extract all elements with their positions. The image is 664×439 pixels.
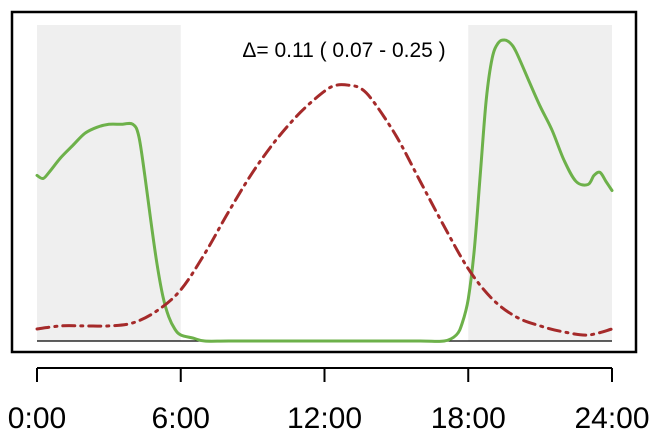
delta-annotation: Δ= 0.11 ( 0.07 - 0.25 ) [242, 39, 445, 62]
shade-band-0 [37, 25, 181, 341]
series-line-dashdot [35, 83, 614, 337]
x-tick-label: 6:00 [152, 402, 210, 435]
series-line-solid [35, 38, 614, 343]
x-axis: 0:00 6:00 12:00 18:00 24:00 [8, 367, 650, 435]
x-tick-label: 0:00 [8, 402, 66, 435]
x-tick-label: 18:00 [431, 402, 506, 435]
x-tick-label: 24:00 [574, 402, 649, 435]
x-tick-label: 12:00 [287, 402, 362, 435]
plot-frame [10, 10, 638, 354]
series-group [35, 38, 614, 343]
